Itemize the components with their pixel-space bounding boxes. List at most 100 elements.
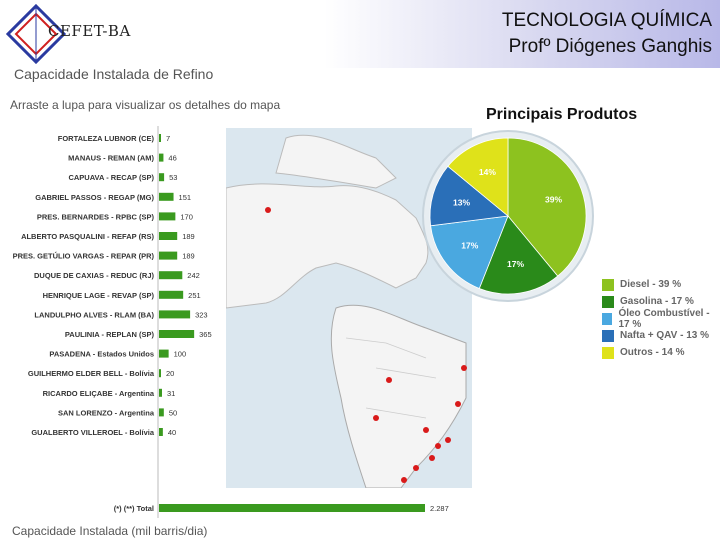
bar — [159, 428, 163, 436]
pie-slice-label: 39% — [545, 195, 562, 205]
bar — [159, 173, 165, 182]
pie-slice — [478, 215, 559, 295]
refinery-marker[interactable] — [429, 455, 435, 461]
bar — [159, 349, 169, 358]
bar-category-label: DUQUE DE CAXIAS - REDUC (RJ) — [34, 271, 155, 280]
map-instruction: Arraste a lupa para visualizar os detalh… — [10, 98, 281, 112]
legend-label: Outros - 14 % — [620, 347, 685, 358]
bar-category-label: PAULINIA - REPLAN (SP) — [65, 330, 155, 339]
bar-value-label: 189 — [182, 252, 195, 261]
bar-value-label: 151 — [179, 193, 192, 202]
pie-title: Principais Produtos — [486, 106, 638, 123]
refinery-marker[interactable] — [386, 377, 392, 383]
refinery-marker[interactable] — [265, 207, 271, 213]
bar — [159, 408, 164, 417]
bar-value-label: 189 — [182, 232, 195, 241]
bar-value-label: 242 — [187, 271, 200, 280]
legend-label: Diesel - 39 % — [620, 279, 682, 290]
bar-category-label: FORTALEZA LUBNOR (CE) — [58, 134, 155, 143]
pie-slice-label: 14% — [479, 167, 496, 177]
bar-value-label: 2.287 — [430, 504, 449, 513]
pie-slice — [430, 215, 509, 290]
pie-slice — [429, 165, 509, 227]
bar — [159, 369, 161, 378]
refinery-marker[interactable] — [455, 401, 461, 407]
bar — [159, 192, 174, 201]
capacity-footer: Capacidade Instalada (mil barris/dia) — [12, 524, 208, 538]
bar — [159, 232, 178, 240]
pie-slice-label: 13% — [453, 198, 470, 208]
bar-category-label: (*) (**) Total — [114, 504, 154, 513]
bar-category-label: CAPUAVA - RECAP (SP) — [68, 173, 154, 182]
capacity-bar-chart: FORTALEZA LUBNOR (CE) 7 MANAUS - REMAN (AM… — [13, 126, 449, 518]
refinery-marker[interactable] — [445, 437, 451, 443]
bar-value-label: 20 — [166, 369, 174, 378]
bar-category-label: SAN LORENZO - Argentina — [58, 408, 155, 417]
bar-value-label: 50 — [169, 408, 177, 417]
bar — [159, 212, 176, 221]
logo-text: CEFET-BA — [48, 22, 131, 40]
legend-item: Gasolina - 17 % — [602, 293, 720, 310]
bar — [159, 153, 164, 162]
legend-swatch — [602, 346, 614, 359]
bar-value-label: 46 — [168, 154, 176, 163]
bar-value-label: 251 — [188, 291, 201, 300]
bar — [159, 290, 184, 299]
legend-item: Diesel - 39 % — [602, 276, 720, 293]
bar-category-label: PRES. GETÚLIO VARGAS - REPAR (PR) — [13, 252, 155, 261]
legend-swatch — [602, 295, 614, 308]
bar — [159, 330, 195, 338]
bar-category-label: GABRIEL PASSOS - REGAP (MG) — [35, 193, 154, 202]
bar — [159, 504, 425, 512]
legend-swatch — [602, 312, 613, 325]
bar-value-label: 365 — [199, 330, 212, 339]
refinery-marker[interactable] — [401, 477, 407, 483]
bar-category-label: PASADENA - Estados Unidos — [49, 350, 154, 359]
slide-title: TECNOLOGIA QUÍMICA Profº Diógenes Ganghi… — [502, 8, 712, 60]
bar-value-label: 7 — [166, 134, 170, 143]
bar-value-label: 40 — [168, 428, 176, 437]
bar-category-label: RICARDO ELIÇABE - Argentina — [43, 389, 155, 398]
products-pie-chart: 39% 17% 17% 13% 14% — [422, 130, 594, 302]
bar-category-label: MANAUS - REMAN (AM) — [68, 154, 154, 163]
pie-slice-label: 17% — [461, 241, 478, 251]
bar-category-label: HENRIQUE LAGE - REVAP (SP) — [43, 291, 155, 300]
bar-category-label: PRES. BERNARDES - RPBC (SP) — [37, 212, 155, 221]
bar — [159, 388, 162, 397]
bar-category-label: ALBERTO PASQUALINI - REFAP (RS) — [21, 232, 154, 241]
cefet-logo-icon — [6, 4, 67, 64]
legend-swatch — [602, 329, 614, 342]
bar-value-label: 53 — [169, 173, 177, 182]
bar-value-label: 323 — [195, 310, 208, 319]
legend-label: Gasolina - 17 % — [620, 296, 694, 307]
legend-item: Outros - 14 % — [602, 344, 720, 361]
title-line-professor: Profº Diógenes Ganghis — [508, 36, 712, 57]
refinery-marker[interactable] — [435, 443, 441, 449]
pie-slice — [507, 137, 587, 277]
refinery-marker[interactable] — [413, 465, 419, 471]
bar-value-label: 170 — [180, 212, 193, 221]
refinery-marker[interactable] — [423, 427, 429, 433]
bar-category-label: GUILHERMO ELDER BELL - Bolívia — [28, 369, 155, 378]
bar-category-label: LANDULPHO ALVES - RLAM (BA) — [34, 310, 154, 319]
refinery-marker[interactable] — [373, 415, 379, 421]
legend-label: Nafta + QAV - 13 % — [620, 330, 710, 341]
bar — [159, 251, 178, 260]
bar — [159, 310, 191, 319]
refinery-marker[interactable] — [461, 365, 467, 371]
bar — [159, 271, 183, 280]
bar — [159, 134, 161, 142]
south-america-map-icon — [226, 134, 467, 488]
legend-swatch — [602, 278, 614, 291]
pie-slice-label: 17% — [507, 259, 524, 269]
bar-value-label: 100 — [174, 350, 187, 359]
legend-item: Óleo Combustível - 17 % — [602, 307, 720, 330]
capacity-title: Capacidade Instalada de Refino — [14, 66, 214, 82]
pie-slice — [447, 137, 509, 217]
legend-label: Óleo Combustível - 17 % — [618, 307, 710, 330]
legend-item: Nafta + QAV - 13 % — [602, 327, 720, 344]
slide-header: CEFET-BA TECNOLOGIA QUÍMICA Profº Diógen… — [0, 0, 720, 68]
bar-category-label: GUALBERTO VILLEROEL - Bolívia — [31, 428, 154, 437]
title-line-course: TECNOLOGIA QUÍMICA — [501, 10, 712, 31]
pie-legend: Diesel - 39 % Gasolina - 17 % Óleo Combust… — [602, 276, 720, 361]
